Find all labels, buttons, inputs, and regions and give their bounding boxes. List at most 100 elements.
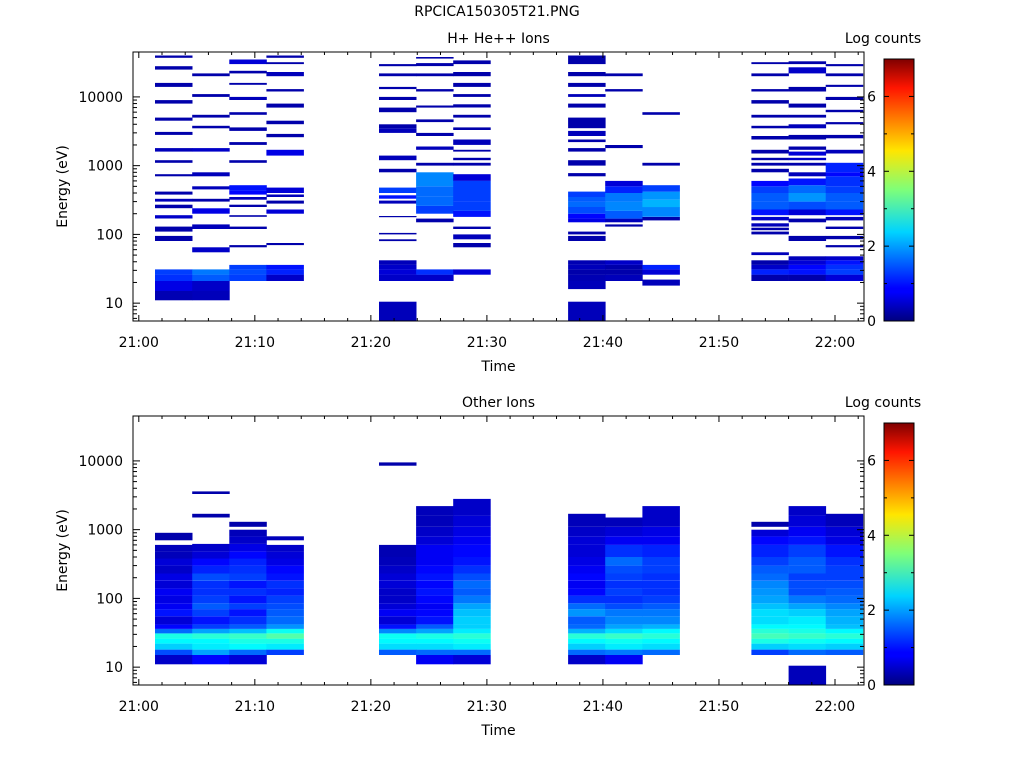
data-cell <box>751 274 789 281</box>
data-cell <box>453 94 491 97</box>
data-cell <box>266 638 304 644</box>
data-cell <box>642 162 680 166</box>
data-cell <box>379 580 417 589</box>
data-cell <box>788 649 827 655</box>
data-cell <box>788 665 827 685</box>
data-cell <box>825 176 864 187</box>
data-cell <box>379 216 417 218</box>
data-cell <box>568 269 606 275</box>
colorbar-tick-label: 0 <box>867 678 876 694</box>
data-cell <box>788 536 827 545</box>
data-cell <box>825 573 864 581</box>
data-cell <box>266 544 304 552</box>
data-cell <box>453 616 491 625</box>
data-cell <box>788 86 827 92</box>
data-cell <box>379 73 417 77</box>
data-cell <box>453 633 491 639</box>
data-cell <box>453 649 491 655</box>
data-cell <box>788 134 827 140</box>
data-cell <box>751 168 789 173</box>
data-cell <box>568 616 606 625</box>
data-cell <box>751 114 789 118</box>
data-cell <box>229 59 267 65</box>
data-cell <box>453 127 491 130</box>
data-cell <box>453 638 491 644</box>
data-cell <box>788 264 827 270</box>
data-cell <box>825 149 864 154</box>
data-cell <box>825 193 864 202</box>
data-cell <box>453 82 491 87</box>
data-cell <box>379 124 417 129</box>
data-cell <box>568 638 606 644</box>
data-cell <box>751 529 789 537</box>
data-cell <box>605 201 643 211</box>
data-cell <box>642 544 680 557</box>
data-cell <box>229 269 267 275</box>
data-cell <box>192 616 230 625</box>
data-cell <box>416 624 454 629</box>
data-cell <box>379 628 417 634</box>
data-cell <box>379 232 417 235</box>
data-cell <box>379 595 417 604</box>
data-cell <box>379 603 417 610</box>
data-cell <box>379 624 417 629</box>
data-cell <box>642 565 680 574</box>
data-cell <box>229 633 267 639</box>
data-cell <box>379 301 417 321</box>
data-cell <box>825 588 864 596</box>
data-cell <box>605 145 643 149</box>
data-cell <box>229 558 267 566</box>
data-cell <box>155 628 193 634</box>
data-cell <box>788 103 827 108</box>
data-cell <box>605 628 643 634</box>
data-cell <box>642 112 680 115</box>
data-cell <box>605 603 643 610</box>
data-cell <box>229 529 267 537</box>
data-cell <box>379 609 417 617</box>
data-cell <box>825 513 864 527</box>
panel-2: 21:00 21:10 21:20 21:30 21:40 21:50 22:00 10 100… <box>55 395 921 739</box>
data-cell <box>266 120 304 125</box>
data-cell <box>416 643 454 650</box>
data-cell <box>155 551 193 559</box>
data-cell <box>453 565 491 574</box>
data-cell <box>788 633 827 639</box>
data-cell <box>416 595 454 604</box>
data-cell <box>751 269 789 275</box>
x-tick-label: 21:00 <box>119 335 159 351</box>
data-cell <box>751 149 789 154</box>
y-axis-label: Energy (eV) <box>55 509 71 592</box>
x-tick-label: 22:00 <box>815 699 855 715</box>
data-cell <box>642 624 680 629</box>
data-cell <box>751 100 789 104</box>
data-cell <box>825 216 864 221</box>
data-cell <box>229 649 267 655</box>
data-cell <box>825 269 864 275</box>
data-cell <box>751 536 789 545</box>
data-cell <box>568 207 606 214</box>
data-cell <box>379 638 417 644</box>
data-cell <box>379 260 417 265</box>
x-tick-label: 21:30 <box>467 335 507 351</box>
data-cell <box>155 532 193 541</box>
data-cell <box>155 558 193 566</box>
data-cell <box>605 573 643 581</box>
data-cell <box>192 565 230 574</box>
data-cell <box>568 94 606 97</box>
data-cell <box>825 628 864 634</box>
data-cell <box>229 70 267 74</box>
data-cell <box>379 264 417 270</box>
data-cell <box>751 557 789 566</box>
data-cell <box>568 565 606 574</box>
data-cell <box>453 536 491 545</box>
data-cell <box>155 269 193 275</box>
data-cell <box>155 616 193 625</box>
data-cell <box>453 498 491 516</box>
data-cell <box>229 603 267 610</box>
data-cell <box>379 649 417 655</box>
colorbar-gradient <box>883 422 915 686</box>
data-cell <box>192 281 230 291</box>
data-cell <box>453 269 491 275</box>
data-cell <box>379 269 417 275</box>
x-axis-label: Time <box>480 359 515 375</box>
